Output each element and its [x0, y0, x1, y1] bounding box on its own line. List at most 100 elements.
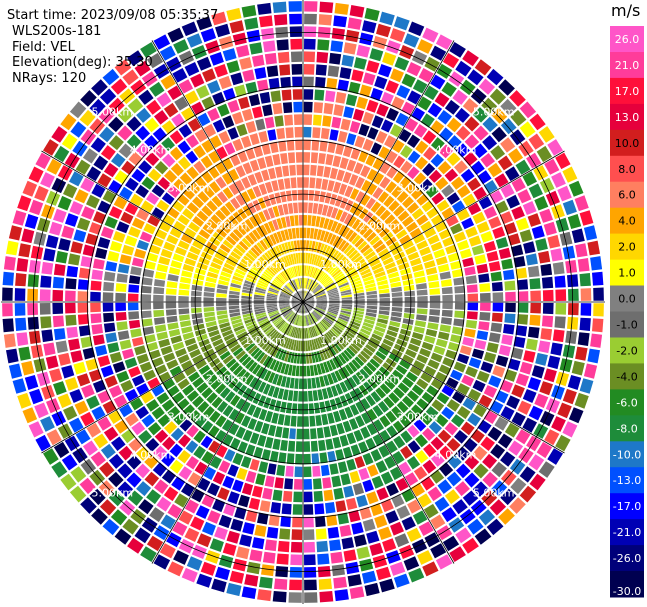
radar-cell: [407, 440, 421, 454]
radar-cell: [295, 265, 299, 277]
radar-cell: [118, 143, 134, 159]
radar-cell: [552, 329, 565, 343]
radar-cell: [257, 395, 267, 407]
radar-cell: [478, 196, 493, 210]
radar-cell: [3, 256, 16, 271]
radar-cell: [332, 357, 340, 369]
radar-cell: [384, 214, 396, 226]
radar-cell: [411, 50, 428, 66]
radar-cell: [303, 302, 311, 312]
radar-cell: [151, 357, 164, 368]
radar-cell: [379, 176, 391, 189]
radar-cell: [317, 26, 331, 38]
radar-cell: [304, 51, 316, 63]
radar-cell: [510, 477, 527, 495]
radar-cell: [293, 302, 303, 310]
radar-cell: [486, 68, 504, 86]
radar-cell: [204, 316, 216, 323]
radar-cell: [277, 413, 285, 426]
radar-cell: [264, 155, 274, 168]
radar-cell: [74, 400, 89, 415]
radar-cell: [304, 302, 315, 305]
radar-cell: [307, 327, 311, 339]
radar-cell: [339, 434, 349, 447]
radar-cell: [316, 302, 327, 305]
radar-cell: [315, 306, 326, 312]
radar-cell: [386, 266, 398, 275]
radar-cell: [157, 414, 171, 427]
radar-cell: [330, 372, 339, 384]
radar-cell: [225, 235, 237, 246]
colorbar-swatch: [610, 441, 644, 468]
radar-cell: [450, 260, 462, 270]
radar-cell: [551, 204, 565, 219]
radar-cell: [480, 292, 491, 302]
radar-cell: [312, 285, 321, 293]
radar-cell: [322, 115, 332, 127]
radar-cell: [259, 576, 273, 589]
radar-cell: [491, 312, 503, 323]
radar-cell: [506, 194, 520, 209]
radar-cell: [198, 229, 211, 240]
radar-cell: [398, 461, 412, 475]
radar-cell: [304, 302, 315, 304]
radar-cell: [138, 430, 152, 444]
radar-cell: [331, 27, 345, 40]
radar-cell: [389, 466, 403, 481]
radar-cell: [290, 541, 302, 553]
radar-cell: [128, 275, 141, 285]
radar-cell: [297, 327, 301, 339]
radar-cell: [498, 247, 511, 260]
radar-cell: [305, 315, 308, 326]
radar-cell: [121, 160, 136, 175]
radar-cell: [268, 287, 279, 293]
radar-cell: [170, 335, 183, 344]
radar-cell: [219, 243, 231, 254]
radar-cell: [338, 224, 347, 236]
radar-cell: [378, 284, 389, 290]
radar-cell: [298, 202, 303, 213]
radar-cell: [360, 398, 371, 410]
radar-cell: [268, 514, 280, 527]
radar-cell: [193, 430, 206, 444]
radar-cell: [346, 458, 357, 471]
colorbar-tick-label: 17.0: [615, 85, 640, 98]
radar-cell: [45, 234, 59, 249]
radar-cell: [399, 328, 412, 337]
radar-cell: [266, 306, 278, 310]
radar-cell: [211, 11, 227, 26]
radar-cell: [70, 121, 87, 138]
radar-cell: [352, 108, 365, 122]
radar-cell: [222, 354, 234, 365]
radar-cell: [348, 274, 360, 281]
radar-cell: [335, 254, 345, 264]
radar-cell: [303, 303, 306, 314]
radar-cell: [166, 315, 178, 323]
radar-cell: [326, 514, 338, 527]
radar-cell: [284, 229, 290, 241]
radar-cell: [491, 126, 507, 143]
radar-cell: [375, 243, 387, 254]
radar-cell: [304, 592, 318, 603]
radar-cell: [109, 240, 123, 253]
radar-cell: [579, 317, 591, 331]
radar-cell: [300, 290, 303, 301]
radar-cell: [81, 206, 95, 220]
radar-cell: [280, 76, 291, 89]
radar-cell: [283, 337, 289, 348]
radar-cell: [332, 326, 342, 335]
radar-cell: [177, 240, 190, 250]
radar-cell: [324, 400, 332, 412]
radar-cell: [574, 392, 589, 409]
radar-cell: [339, 211, 348, 223]
radar-cell: [413, 418, 427, 432]
radar-cell: [334, 370, 343, 382]
radar-cell: [338, 316, 349, 322]
radar-cell: [185, 134, 199, 148]
radar-cell: [295, 292, 303, 302]
radar-cell: [203, 185, 215, 198]
radar-cell: [272, 205, 280, 218]
radar-cell: [221, 419, 233, 432]
radar-cell: [193, 323, 205, 331]
radar-cell: [91, 269, 103, 280]
